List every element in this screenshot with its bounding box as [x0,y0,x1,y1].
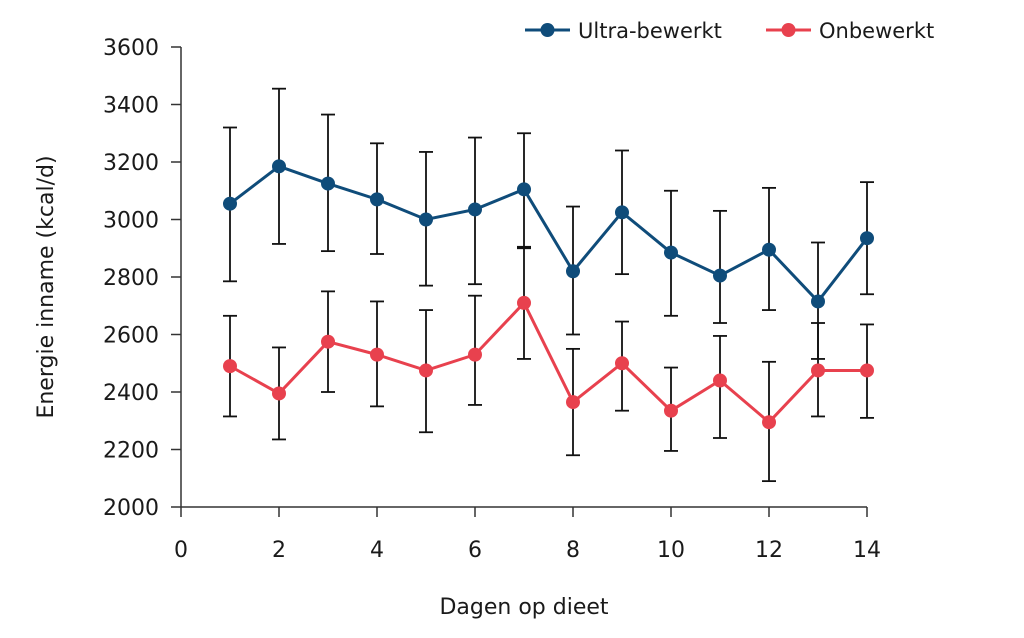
data-point [713,373,727,388]
data-point [517,182,531,197]
y-tick-label: 2600 [103,324,159,349]
data-point [321,334,335,349]
legend-marker-1 [781,23,796,37]
x-tick-label: 4 [370,538,384,563]
x-tick-label: 10 [657,538,685,563]
data-point [566,264,580,279]
y-tick-label: 2400 [103,381,159,406]
x-tick-label: 6 [468,538,482,563]
series-lines [229,164,869,425]
data-point [566,395,580,410]
series-points [223,159,874,430]
series-line-0 [229,164,869,304]
legend-label-0: Ultra-bewerkt [578,19,722,43]
y-tick-label: 3200 [103,151,159,176]
data-point [468,347,482,362]
data-point [615,356,629,371]
x-tick-label: 8 [566,538,580,563]
x-tick-label: 14 [853,538,881,563]
data-point [811,363,825,378]
legend: Ultra-bewerkt Onbewerkt [525,19,934,43]
data-point [321,176,335,191]
error-bars [223,87,874,483]
data-point [272,159,286,174]
axes: 2000 2200 2400 2600 2800 3000 3200 3400 3600 0 2 4 6… [103,36,881,563]
data-point [762,415,776,430]
y-tick-label: 3600 [103,36,159,61]
legend-label-1: Onbewerkt [819,19,934,43]
x-tick-label: 2 [272,538,286,563]
y-tick-label: 3400 [103,94,159,119]
y-tick-label: 2200 [103,439,159,464]
x-tick-label: 12 [755,538,783,563]
y-tick-label: 2800 [103,266,159,291]
data-point [419,212,433,227]
data-point [664,245,678,260]
data-point [272,386,286,401]
y-tick-label: 2000 [103,496,159,521]
data-point [860,363,874,378]
data-point [713,268,727,283]
data-point [223,359,237,374]
data-point [468,202,482,217]
data-point [664,403,678,418]
data-point [370,192,384,207]
data-point [762,242,776,257]
data-point [370,347,384,362]
y-tick-label: 3000 [103,209,159,234]
data-point [517,295,531,310]
data-point [860,231,874,246]
data-point [615,205,629,220]
legend-marker-0 [540,23,555,37]
series-line-1 [229,300,867,425]
y-axis-title: Energie inname (kcal/d) [34,155,59,418]
x-axis-title: Dagen op dieet [439,595,608,620]
data-point [223,196,237,211]
x-tick-label: 0 [174,538,188,563]
data-point [811,294,825,309]
data-point [419,363,433,378]
